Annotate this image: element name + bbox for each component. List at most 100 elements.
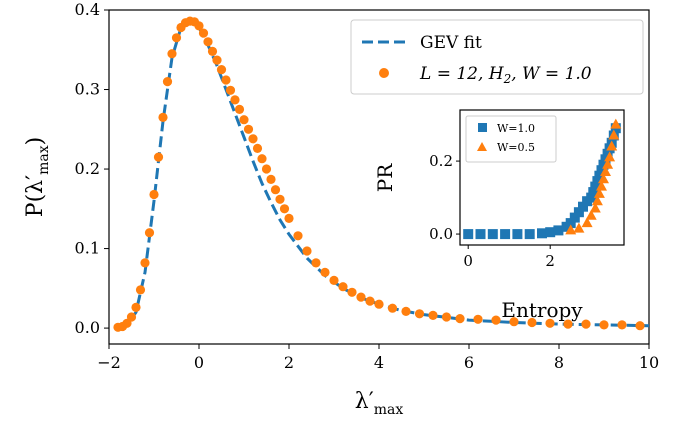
data-point	[527, 317, 537, 328]
inset-triangle-point	[610, 118, 622, 129]
inset-triangle-point	[591, 195, 603, 206]
inset-axis-ticks: 0 2 0.0 0.2	[429, 152, 555, 270]
inset-square-point	[592, 176, 603, 187]
inset-x-tick-label: 2	[545, 252, 555, 270]
inset-x-axis-label: Entropy	[501, 298, 583, 322]
data-point	[225, 85, 236, 95]
main-y-tick-label: 0.4	[75, 0, 100, 19]
main-y-tick-label: 0.0	[75, 318, 100, 337]
data-point	[270, 185, 281, 195]
inset-square-point	[512, 229, 523, 240]
inset-data-marks	[463, 118, 622, 240]
data-point	[158, 112, 168, 122]
inset-legend-w1-label: W=1.0	[497, 122, 535, 135]
data-point	[216, 65, 227, 75]
legend-data-label: L = 12, H2, W = 1.0	[419, 64, 592, 86]
main-x-tick-label: −2	[97, 353, 121, 372]
inset-legend-w05-label: W=0.5	[497, 141, 535, 154]
data-point	[207, 46, 218, 57]
inset-triangle-point	[565, 224, 577, 235]
inset-square-point	[565, 218, 576, 229]
inset-triangle-point	[598, 173, 609, 184]
data-point	[243, 124, 254, 134]
inset-triangle-point	[608, 129, 620, 140]
data-point	[338, 282, 348, 292]
inset-triangle-point	[606, 140, 618, 151]
inset-plot-frame	[459, 109, 625, 246]
data-point	[167, 49, 177, 59]
inset-square-point	[598, 159, 609, 170]
data-point	[234, 104, 245, 114]
data-point	[387, 303, 398, 313]
inset-square-point	[588, 187, 599, 198]
legend-gev-label: GEV fit	[420, 33, 482, 53]
inset-square-point	[594, 170, 605, 181]
data-point	[509, 317, 519, 327]
data-point	[248, 134, 258, 144]
data-point	[126, 312, 137, 322]
data-point	[162, 77, 173, 87]
inset-legend-box	[465, 115, 557, 163]
data-point	[212, 55, 222, 65]
inset-legend-triangle-swatch	[477, 142, 487, 151]
inset-triangle-point	[604, 151, 616, 162]
data-point	[252, 143, 263, 153]
main-x-tick-label: 8	[554, 353, 564, 372]
main-data-marks	[113, 16, 650, 332]
data-point	[275, 194, 285, 204]
data-point	[347, 287, 357, 297]
inset-triangle-point	[581, 217, 593, 228]
main-y-axis-label: P(λ′max)	[23, 137, 52, 217]
main-axis-ticks: −2 0 2 4 6 8 10 0.0 0.1 0.2 0.3 0.4	[75, 0, 660, 372]
data-point	[230, 95, 240, 105]
data-point	[135, 285, 146, 295]
data-point	[279, 204, 290, 214]
inset-square-point	[524, 229, 535, 240]
data-point	[302, 246, 312, 256]
inset-triangle-point	[602, 158, 614, 169]
gev-fit-line	[117, 19, 650, 330]
data-point	[221, 75, 231, 85]
inset-square-point	[553, 225, 564, 236]
data-point	[261, 164, 272, 174]
data-point	[545, 318, 555, 328]
main-x-tick-label: 2	[284, 353, 294, 372]
inset-square-point	[500, 229, 511, 240]
main-x-tick-label: 10	[639, 353, 659, 372]
inset-triangle-point	[596, 180, 607, 191]
inset-triangle-point	[593, 187, 605, 198]
data-point	[320, 267, 330, 277]
data-point	[131, 302, 141, 312]
data-point	[266, 174, 276, 184]
data-point	[239, 115, 249, 125]
data-point	[365, 296, 375, 306]
data-point	[455, 314, 465, 324]
data-point	[293, 231, 303, 241]
inset-y-tick-label: 0.2	[429, 152, 453, 170]
data-point	[635, 321, 645, 331]
inset-y-axis-label: PR	[373, 163, 397, 192]
data-point	[581, 319, 591, 329]
data-point	[617, 320, 627, 330]
main-legend-box	[350, 19, 644, 95]
inset-square-point	[590, 181, 601, 192]
main-x-tick-label: 4	[374, 353, 384, 372]
inset-triangle-point	[573, 222, 585, 233]
inset-y-tick-label: 0.0	[429, 225, 453, 243]
inset-triangle-point	[589, 202, 601, 213]
data-point	[441, 312, 452, 322]
data-point	[153, 152, 164, 162]
inset-square-point	[586, 192, 597, 203]
inset-square-point	[596, 165, 607, 176]
inset-square-point	[475, 229, 486, 240]
data-point	[140, 258, 150, 268]
data-point	[599, 320, 609, 330]
inset-square-point	[602, 148, 613, 159]
inset-triangle-point	[600, 166, 611, 176]
main-x-axis-label: λ′max	[355, 389, 404, 418]
data-point	[473, 314, 483, 324]
data-point	[414, 309, 425, 319]
main-x-tick-label: 0	[194, 353, 204, 372]
inset-square-point	[573, 207, 584, 218]
